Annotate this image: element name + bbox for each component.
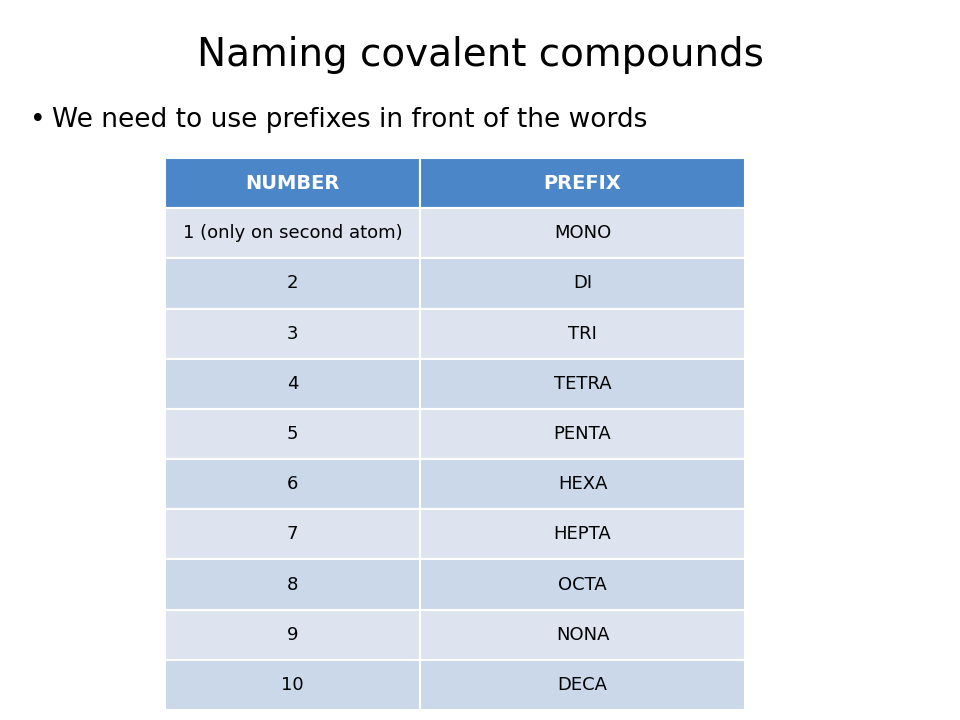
Text: We need to use prefixes in front of the words: We need to use prefixes in front of the … [52,107,647,133]
Bar [420,208,745,258]
Bar [420,509,745,559]
Text: 10: 10 [281,676,303,694]
Text: 5: 5 [287,425,299,443]
Text: PENTA: PENTA [554,425,612,443]
Bar [165,309,420,359]
Bar [420,359,745,409]
Text: MONO: MONO [554,224,612,242]
Bar [420,660,745,710]
Text: PREFIX: PREFIX [543,174,621,192]
Text: 9: 9 [287,626,299,644]
Text: TRI: TRI [568,325,597,343]
Text: 1 (only on second atom): 1 (only on second atom) [182,224,402,242]
Text: HEPTA: HEPTA [554,526,612,544]
Text: 4: 4 [287,375,299,393]
Text: OCTA: OCTA [558,575,607,593]
Bar [420,409,745,459]
Bar [165,208,420,258]
Bar [165,258,420,309]
Text: •: • [30,107,46,133]
Bar [420,158,745,208]
Text: 3: 3 [287,325,299,343]
Bar [165,509,420,559]
Text: NONA: NONA [556,626,610,644]
Bar [165,459,420,509]
Bar [420,258,745,309]
Bar [420,610,745,660]
Text: TETRA: TETRA [554,375,612,393]
Text: DECA: DECA [558,676,608,694]
Bar [420,309,745,359]
Text: 6: 6 [287,475,299,493]
Bar [165,559,420,610]
Text: NUMBER: NUMBER [246,174,340,192]
Text: Naming covalent compounds: Naming covalent compounds [197,36,763,74]
Bar [165,660,420,710]
Bar [420,459,745,509]
Text: 7: 7 [287,526,299,544]
Text: HEXA: HEXA [558,475,608,493]
Bar [165,158,420,208]
Text: 8: 8 [287,575,299,593]
Text: DI: DI [573,274,592,292]
Bar [420,559,745,610]
Bar [165,409,420,459]
Bar [165,610,420,660]
Bar [165,359,420,409]
Text: 2: 2 [287,274,299,292]
